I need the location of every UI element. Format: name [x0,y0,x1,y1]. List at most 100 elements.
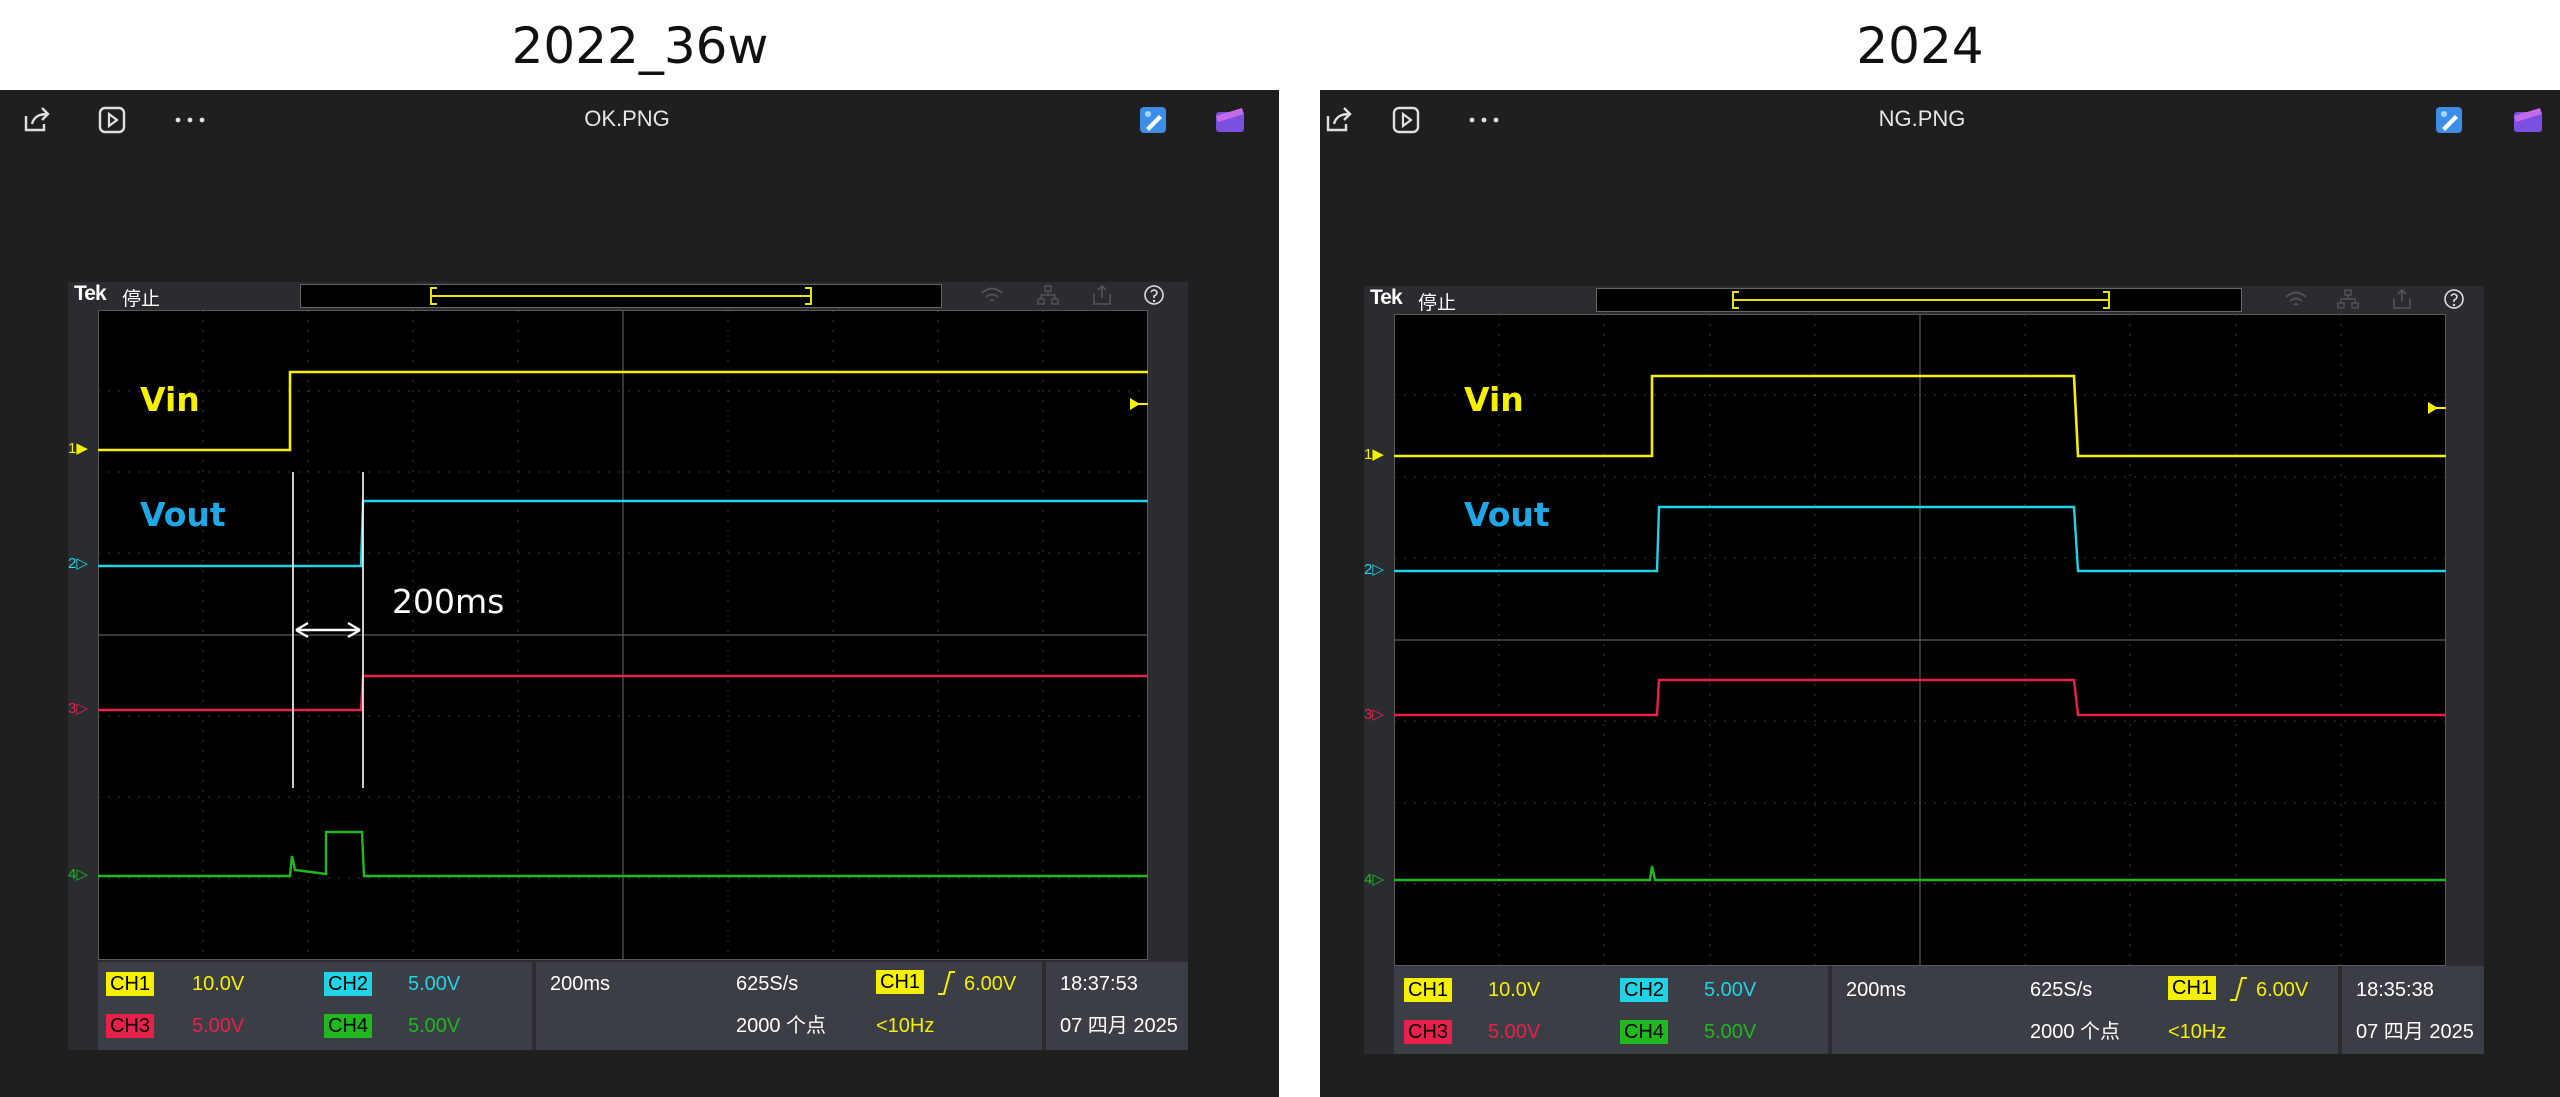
ch3-trace [1394,678,2446,717]
ch2-marker: 2▷ [68,555,88,572]
ch2-scale: 5.00V [1704,979,1757,1001]
timebase: 200ms [550,973,611,995]
oscilloscope-screenshot: Tek 停止 [1364,286,2484,1054]
ch4-marker: 4▷ [68,866,88,883]
ch4-trace [1394,865,2446,882]
ch2-badge: CH2 [324,972,373,996]
ch3-trace [98,674,1148,712]
more-icon[interactable] [172,102,208,138]
sample-rate: 625S/s [736,973,799,995]
ch4-trace [98,830,1148,878]
ch4-badge: CH4 [324,1014,373,1038]
ch2-badge: CH2 [1620,978,1669,1002]
trigger-level: 6.00V [964,973,1017,995]
channel-scales-cell: CH1 10.0V CH2 5.00V CH3 5.00V CH4 5.00V [1394,966,1828,1054]
ch4-marker: 4▷ [1364,871,1384,888]
ch2-trace [98,499,1148,568]
acquisition-status: 停止 [1418,292,1457,314]
ch3-scale: 5.00V [1488,1021,1541,1043]
vout-label: Vout [1464,495,1550,534]
tek-logo: Tek [1370,286,1403,309]
timebase: 200ms [1846,979,1907,1001]
ch1-scale: 10.0V [1488,979,1541,1001]
ch2-marker: 2▷ [1364,561,1384,578]
trigger-source-badge: CH1 [876,970,925,994]
trigger-source-badge: CH1 [2168,976,2217,1000]
oscilloscope-screenshot: Tek 停止 [68,282,1188,1050]
more-icon[interactable] [1466,102,1502,138]
ch1-trace [1394,374,2446,458]
ch1-marker: 1▶ [68,440,88,457]
help-icon [1142,284,1166,306]
viewer-toolbar: OK.PNG [0,90,1279,150]
acquisition-cell: 200ms 625S/s 2000 个点 CH1 6.00V <10Hz [536,962,1042,1050]
help-icon [2442,288,2466,310]
scope-header: Tek 停止 [68,282,1188,310]
ch4-scale: 5.00V [408,1015,461,1037]
wifi-icon [980,284,1004,306]
export-icon [1090,284,1114,306]
measurement-arrow [295,621,361,639]
acquisition-cell: 200ms 625S/s 2000 个点 CH1 6.00V <10Hz [1832,966,2338,1054]
trigger-slope-icon [936,970,956,996]
capture-date: 07 四月 2025 [1060,1015,1178,1037]
ch1-badge: CH1 [106,972,155,996]
photo-viewer-left: OK.PNG Tek 停止 [0,90,1279,1097]
share-icon[interactable] [18,102,54,138]
trigger-level-marker [1130,398,1140,410]
viewer-toolbar: NG.PNG [1320,90,2560,150]
slideshow-icon[interactable] [94,102,130,138]
clipchamp-icon[interactable] [2510,102,2546,138]
tek-logo: Tek [74,282,107,305]
network-icon [2336,288,2360,310]
capture-time: 18:37:53 [1060,973,1138,995]
edit-image-icon[interactable] [2431,102,2467,138]
datetime-cell: 18:37:53 07 四月 2025 [1046,962,1188,1050]
ch2-scale: 5.00V [408,973,461,995]
ch1-scale: 10.0V [192,973,245,995]
datetime-cell: 18:35:38 07 四月 2025 [2342,966,2484,1054]
wifi-icon [2284,288,2308,310]
capture-time: 18:35:38 [2356,979,2434,1001]
acquisition-status: 停止 [122,288,161,310]
ch1-badge: CH1 [1404,978,1453,1002]
record-length: 2000 个点 [2030,1021,2121,1043]
trigger-slope-icon [2228,976,2248,1002]
edit-image-icon[interactable] [1135,102,1171,138]
ch4-scale: 5.00V [1704,1021,1757,1043]
ch1-marker: 1▶ [1364,446,1384,463]
trigger-level: 6.00V [2256,979,2309,1001]
record-view-bar [300,284,942,308]
file-name: NG.PNG [1878,106,1966,131]
vin-label: Vin [1464,380,1524,419]
share-icon[interactable] [1320,102,1356,138]
record-view-bar [1596,288,2242,312]
clipchamp-icon[interactable] [1212,102,1248,138]
ch4-badge: CH4 [1620,1020,1669,1044]
grid-lines [98,310,1148,960]
vin-label: Vin [140,380,200,419]
channel-scales-cell: CH1 10.0V CH2 5.00V CH3 5.00V CH4 5.00V [98,962,532,1050]
ch3-marker: 3▷ [1364,706,1384,723]
file-name: OK.PNG [584,106,670,131]
photo-viewer-right: NG.PNG Tek 停止 [1320,90,2560,1097]
scope-header: Tek 停止 [1364,286,2484,314]
ch2-trace [1394,505,2446,573]
export-icon [2390,288,2414,310]
trigger-frequency: <10Hz [2168,1021,2227,1043]
delay-measurement-label: 200ms [392,582,505,621]
waveform-graticule [1394,314,2446,966]
scope-readout: CH1 10.0V CH2 5.00V CH3 5.00V CH4 5.00V … [1394,966,2484,1054]
ch3-scale: 5.00V [192,1015,245,1037]
trigger-frequency: <10Hz [876,1015,935,1037]
vout-label: Vout [140,495,226,534]
ch3-badge: CH3 [1404,1020,1453,1044]
network-icon [1036,284,1060,306]
capture-date: 07 四月 2025 [2356,1021,2474,1043]
ch3-badge: CH3 [106,1014,155,1038]
scope-readout: CH1 10.0V CH2 5.00V CH3 5.00V CH4 5.00V … [98,962,1188,1050]
trigger-level-marker [2428,402,2438,414]
ch1-trace [98,370,1148,452]
slideshow-icon[interactable] [1388,102,1424,138]
ch3-marker: 3▷ [68,700,88,717]
